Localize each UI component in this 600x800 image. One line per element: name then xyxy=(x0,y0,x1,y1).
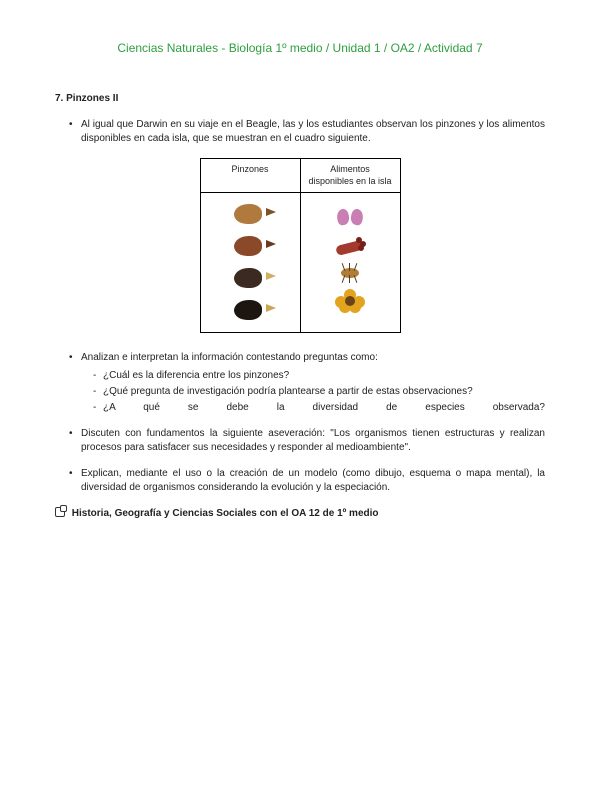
bullet-analyze: Analizan e interpretan la información co… xyxy=(69,351,545,415)
activity-title: 7. Pinzones II xyxy=(55,92,545,106)
finch-image-3 xyxy=(230,265,270,291)
finch-image-2 xyxy=(230,233,270,259)
finch-table-wrap: Pinzones Alimentos disponibles en la isl… xyxy=(55,158,545,333)
page-header: Ciencias Naturales - Biología 1º medio /… xyxy=(55,40,545,57)
table-cell-foods xyxy=(300,192,400,332)
food-fruits-icon xyxy=(332,235,368,257)
food-butterfly-icon xyxy=(336,209,364,229)
bullet-analyze-lead: Analizan e interpretan la información co… xyxy=(81,352,378,363)
bullet-discuss: Discuten con fundamentos la siguiente as… xyxy=(69,427,545,455)
question-2: ¿Qué pregunta de investigación podría pl… xyxy=(93,385,545,399)
food-flower-icon xyxy=(335,289,365,315)
table-cell-finches xyxy=(200,192,300,332)
analysis-questions: ¿Cuál es la diferencia entre los pinzone… xyxy=(81,369,545,415)
finch-image-4 xyxy=(230,297,270,323)
table-header-finches: Pinzones xyxy=(200,158,300,192)
bullet-explain: Explican, mediante el uso o la creación … xyxy=(69,467,545,495)
bullet-intro: Al igual que Darwin en su viaje en el Be… xyxy=(69,118,545,146)
link-icon xyxy=(55,507,65,517)
food-insect-icon xyxy=(335,263,365,283)
table-header-foods: Alimentos disponibles en la isla xyxy=(300,158,400,192)
activity-number: 7. xyxy=(55,93,63,104)
activity-name: Pinzones II xyxy=(66,93,118,104)
cross-reference-text: Historia, Geografía y Ciencias Sociales … xyxy=(72,508,379,519)
activity-bullets: Al igual que Darwin en su viaje en el Be… xyxy=(55,118,545,146)
question-1: ¿Cuál es la diferencia entre los pinzone… xyxy=(93,369,545,383)
cross-reference: Historia, Geografía y Ciencias Sociales … xyxy=(55,507,545,521)
finch-image-1 xyxy=(230,201,270,227)
activity-bullets-2: Analizan e interpretan la información co… xyxy=(55,351,545,495)
finch-table: Pinzones Alimentos disponibles en la isl… xyxy=(200,158,401,333)
question-3: ¿A qué se debe la diversidad de especies… xyxy=(93,401,545,415)
